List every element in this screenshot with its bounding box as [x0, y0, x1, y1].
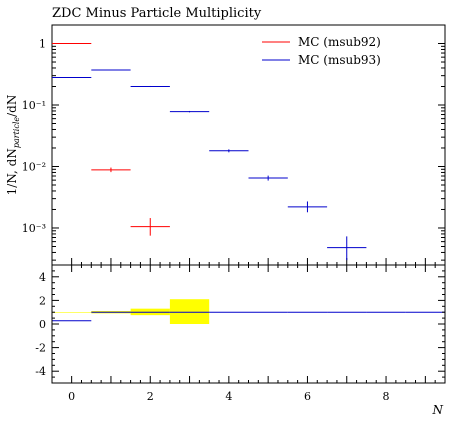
legend-label-msub93: MC (msub93) — [298, 53, 381, 67]
y-axis-label: 1/N, dNparticle/dN — [5, 95, 21, 196]
x-axis-label: N — [432, 403, 444, 417]
ratio-x-ticks: 0 2 4 6 8 — [68, 265, 446, 403]
x-tick-label: 2 — [147, 390, 154, 403]
ratio-band-bin — [52, 312, 92, 313]
ratio-y-tick-label: -4 — [35, 365, 46, 378]
ratio-plot-frame — [51, 264, 446, 384]
upper-y-tick-label: 10⁻² — [22, 160, 46, 173]
ratio-y-tick-label: -2 — [35, 342, 46, 355]
upper-plot-frame — [51, 24, 446, 266]
upper-y-tick-label: 10⁻¹ — [22, 99, 46, 112]
upper-panel: 1 10⁻¹ 10⁻² 10⁻³ 1/N, dNparticle/dN MC (msu… — [5, 24, 446, 266]
legend-label-msub92: MC (msub92) — [298, 35, 381, 49]
ratio-y-ticks: 4 2 0 -2 -4 — [35, 264, 445, 384]
ratio-y-tick-label: 4 — [39, 271, 46, 284]
x-tick-label: 8 — [383, 390, 390, 403]
ratio-panel: 0 2 4 6 8 4 2 0 -2 -4 N — [35, 264, 446, 417]
upper-y-tick-label: 10⁻³ — [22, 222, 46, 235]
ratio-y-tick-label: 2 — [39, 294, 46, 307]
ratio-data-marks — [52, 311, 445, 322]
ratio-band-bin — [169, 299, 210, 324]
upper-y-tick-label: 1 — [39, 38, 46, 51]
ratio-y-tick-label: 0 — [39, 318, 46, 331]
x-tick-label: 0 — [68, 390, 75, 403]
x-tick-label: 4 — [225, 390, 232, 403]
upper-x-ticks — [71, 258, 446, 265]
legend: MC (msub92) MC (msub93) — [262, 35, 381, 67]
upper-data-marks — [52, 43, 367, 261]
upper-y-ticks: 1 10⁻¹ 10⁻² 10⁻³ — [22, 24, 445, 261]
x-tick-label: 6 — [304, 390, 311, 403]
chart-title: ZDC Minus Particle Multiplicity — [52, 6, 262, 21]
